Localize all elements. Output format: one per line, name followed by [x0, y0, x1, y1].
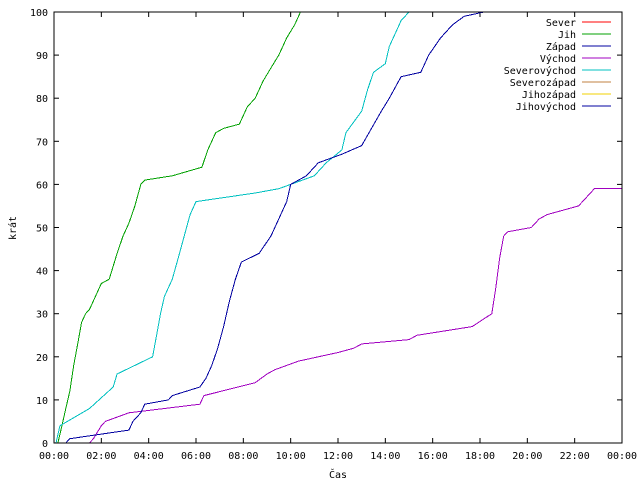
- legend: SeverJihZápadVýchodSeverovýchodSeverozáp…: [504, 18, 611, 113]
- y-tick-label: 70: [36, 137, 48, 148]
- x-tick-label: 18:00: [465, 451, 495, 462]
- legend-label: Západ: [546, 41, 576, 53]
- plot-frame: [53, 11, 623, 444]
- y-tick-label: 80: [36, 94, 48, 105]
- series-line-jih: [57, 11, 301, 444]
- series-line-severovychod: [55, 11, 410, 444]
- y-axis-label: krát: [7, 216, 19, 240]
- y-tick-label: 40: [36, 267, 48, 278]
- series-line-vychod: [89, 188, 622, 444]
- legend-label: Jihozápad: [522, 89, 576, 101]
- legend-label: Severovýchod: [504, 65, 576, 77]
- legend-label: Severozápad: [510, 77, 576, 89]
- legend-label: Jih: [558, 30, 576, 41]
- x-axis-label: Čas: [329, 468, 347, 480]
- x-tick-label: 10:00: [276, 451, 306, 462]
- legend-label: Východ: [540, 53, 576, 65]
- y-tick-label: 0: [42, 439, 48, 450]
- y-tick-label: 50: [36, 224, 48, 235]
- legend-label: Jihovýchod: [516, 101, 576, 113]
- x-tick-label: 12:00: [323, 451, 353, 462]
- y-tick-label: 20: [36, 353, 48, 364]
- y-tick-label: 100: [30, 8, 48, 19]
- legend-label: Sever: [546, 18, 576, 29]
- y-tick-label: 60: [36, 180, 48, 191]
- x-tick-label: 14:00: [370, 451, 400, 462]
- y-tick-label: 10: [36, 396, 48, 407]
- y-tick-label: 90: [36, 51, 48, 62]
- x-tick-label: 22:00: [560, 451, 590, 462]
- x-tick-label: 00:00: [607, 451, 637, 462]
- x-tick-label: 16:00: [418, 451, 448, 462]
- x-tick-label: 02:00: [86, 451, 116, 462]
- series-line-jihovychod: [65, 11, 485, 444]
- x-tick-label: 00:00: [39, 451, 69, 462]
- series-lines: [55, 11, 622, 444]
- axis-ticks: 0 10 20 30 40 50 60 70 80 90 100 00:00 02:00 04:00 06:…: [30, 8, 637, 462]
- x-tick-label: 20:00: [512, 451, 542, 462]
- x-tick-label: 08:00: [228, 451, 258, 462]
- y-tick-label: 30: [36, 310, 48, 321]
- x-tick-label: 06:00: [181, 451, 211, 462]
- x-tick-label: 04:00: [134, 451, 164, 462]
